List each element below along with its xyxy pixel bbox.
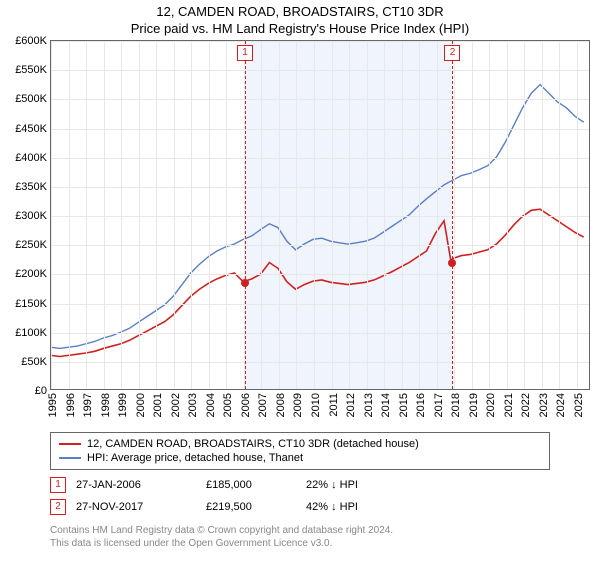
x-axis-label: 2004 [205,393,217,417]
y-axis-label: £450K [15,123,47,135]
x-axis-label: 2015 [398,393,410,417]
event-row: 2 27-NOV-2017£219,50042% ↓ HPI [50,496,368,518]
x-axis-label: 1996 [65,393,77,417]
x-axis-label: 2022 [520,393,532,417]
sale-event-line [245,41,246,389]
x-axis-label: 2024 [555,393,567,417]
event-badge-icon: 1 [50,477,66,493]
sale-event-badge: 1 [237,45,253,61]
event-delta-vs-hpi: 22% ↓ HPI [306,474,368,496]
x-axis-label: 1997 [82,393,94,417]
chart-title: 12, CAMDEN ROAD, BROADSTAIRS, CT10 3DR [0,4,600,19]
x-axis-label: 2011 [328,393,340,417]
sale-event-badge: 2 [444,45,460,61]
chart-container: 12, CAMDEN ROAD, BROADSTAIRS, CT10 3DR P… [0,4,600,564]
event-date: 27-JAN-2006 [76,474,206,496]
y-axis-label: £500K [15,93,47,105]
x-axis-label: 2006 [240,393,252,417]
x-axis-label: 2002 [170,393,182,417]
x-axis-label: 2010 [310,393,322,417]
x-axis-label: 1995 [47,393,59,417]
series-line-property [51,209,584,356]
x-axis-label: 2013 [363,393,375,417]
legend-label: 12, CAMDEN ROAD, BROADSTAIRS, CT10 3DR (… [87,438,419,450]
x-axis-label: 2019 [468,393,480,417]
legend-item: 12, CAMDEN ROAD, BROADSTAIRS, CT10 3DR (… [59,437,541,451]
y-axis-label: £150K [15,298,47,310]
legend-swatch [59,443,81,445]
chart-series-svg [51,41,589,389]
x-axis-label: 2005 [222,393,234,417]
x-axis-label: 2008 [275,393,287,417]
events-table: 1 27-JAN-2006£185,00022% ↓ HPI 2 27-NOV-201… [50,474,368,518]
x-axis-label: 2007 [257,393,269,417]
x-axis-label: 2025 [573,393,585,417]
sale-event-line [452,41,453,389]
x-axis-label: 2000 [135,393,147,417]
y-axis-label: £250K [15,239,47,251]
y-axis-label: £300K [15,210,47,222]
legend-label: HPI: Average price, detached house, Than… [87,452,303,464]
legend-swatch [59,457,81,459]
sale-marker-dot [241,279,249,287]
x-axis-label: 2020 [485,393,497,417]
x-axis-label: 1998 [100,393,112,417]
event-date: 27-NOV-2017 [76,496,206,518]
event-badge-icon: 2 [50,499,66,515]
x-axis-label: 2001 [152,393,164,417]
x-axis-label: 2009 [292,393,304,417]
event-row: 1 27-JAN-2006£185,00022% ↓ HPI [50,474,368,496]
y-axis-label: £200K [15,268,47,280]
x-axis-label: 2003 [187,393,199,417]
event-price: £219,500 [206,496,306,518]
x-axis-label: 2017 [433,393,445,417]
y-axis-label: £350K [15,181,47,193]
x-axis-label: 1999 [117,393,129,417]
x-axis-label: 2021 [503,393,515,417]
x-axis-label: 2012 [345,393,357,417]
x-axis-label: 2016 [415,393,427,417]
footer-line-2: This data is licensed under the Open Gov… [50,537,550,550]
y-axis-label: £600K [15,35,47,47]
x-axis-label: 2014 [380,393,392,417]
sale-marker-dot [448,259,456,267]
chart-plot-area: £0£50K£100K£150K£200K£250K£300K£350K£400… [50,40,590,390]
x-axis-label: 2023 [538,393,550,417]
y-axis-label: £50K [21,356,47,368]
event-price: £185,000 [206,474,306,496]
chart-subtitle: Price paid vs. HM Land Registry's House … [0,21,600,36]
x-axis-label: 2018 [450,393,462,417]
legend-item: HPI: Average price, detached house, Than… [59,451,541,465]
y-axis-label: £100K [15,327,47,339]
legend: 12, CAMDEN ROAD, BROADSTAIRS, CT10 3DR (… [50,432,550,470]
y-axis-label: £550K [15,64,47,76]
attribution-footer: Contains HM Land Registry data © Crown c… [50,524,550,550]
y-axis-label: £0 [35,385,47,397]
event-delta-vs-hpi: 42% ↓ HPI [306,496,368,518]
footer-line-1: Contains HM Land Registry data © Crown c… [50,524,550,537]
y-axis-label: £400K [15,152,47,164]
